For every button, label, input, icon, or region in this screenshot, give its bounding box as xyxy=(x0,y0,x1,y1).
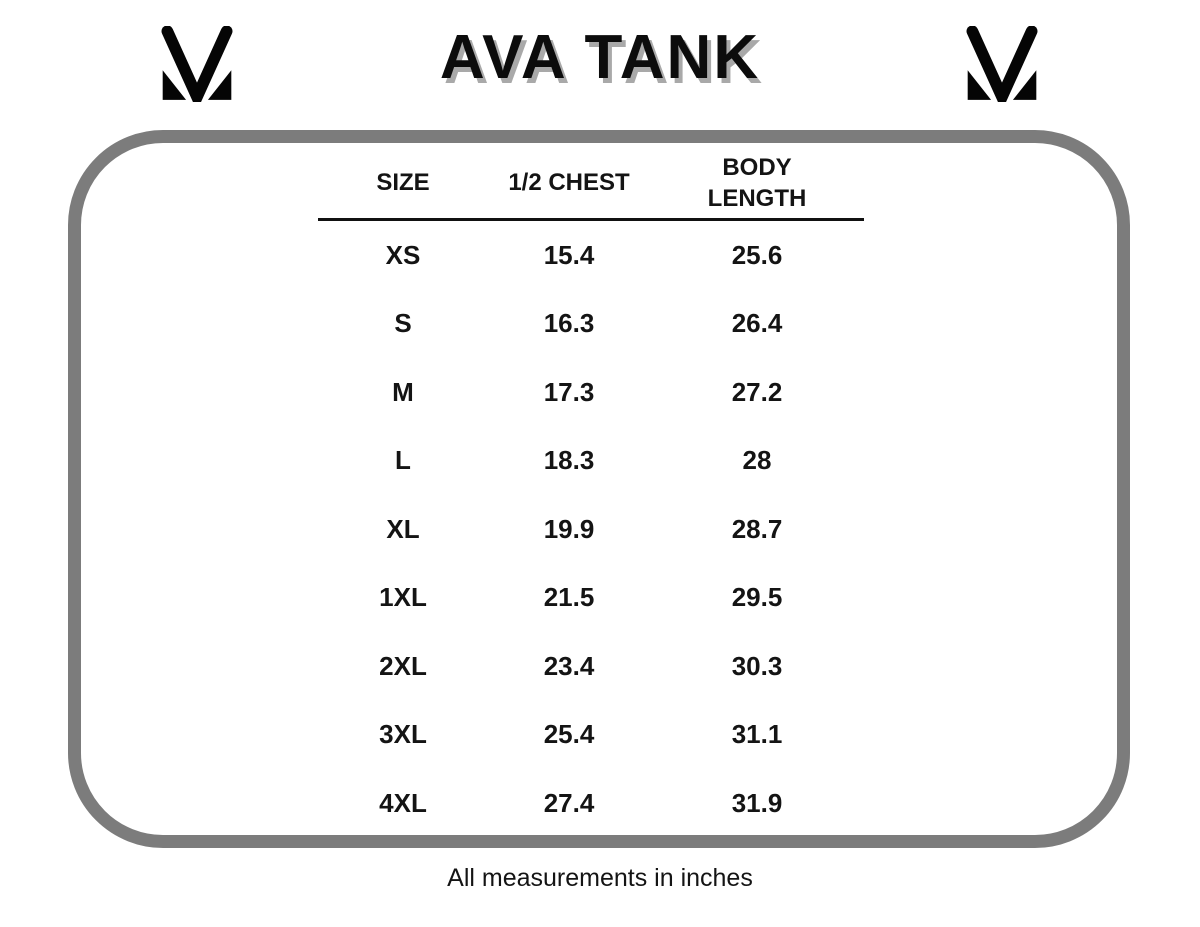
brand-logo-right xyxy=(963,26,1041,102)
chest-cell: 23.4 xyxy=(543,650,595,681)
table-header-row: SIZE 1/2 CHEST BODY LENGTH xyxy=(318,148,864,221)
page-title: AVA TANK xyxy=(439,23,761,92)
chest-cell: 18.3 xyxy=(543,445,595,476)
chest-cell: 16.3 xyxy=(543,308,595,339)
size-cell: 1XL xyxy=(379,582,427,613)
column-header-size: SIZE xyxy=(376,169,430,197)
size-cell: XS xyxy=(385,239,421,270)
table-row: XL 19.9 28.7 xyxy=(318,495,864,564)
body-length-cell: 31.9 xyxy=(731,787,783,818)
table-row: 1XL 21.5 29.5 xyxy=(318,564,864,633)
mv-monogram-icon xyxy=(963,26,1041,102)
mv-monogram-icon xyxy=(158,26,236,102)
table-row: XS 15.4 25.6 xyxy=(318,221,864,290)
column-header-body-length: BODY LENGTH xyxy=(707,153,807,212)
table-row: M 17.3 27.2 xyxy=(318,358,864,427)
chest-cell: 21.5 xyxy=(543,582,595,613)
body-length-cell: 30.3 xyxy=(731,650,783,681)
table-row: 3XL 25.4 31.1 xyxy=(318,701,864,770)
size-cell: S xyxy=(394,308,412,339)
body-length-cell: 29.5 xyxy=(731,582,783,613)
chest-cell: 25.4 xyxy=(543,719,595,750)
chart-frame xyxy=(68,130,1130,848)
size-table: SIZE 1/2 CHEST BODY LENGTH XS 15.4 25.6 … xyxy=(318,148,864,838)
body-length-cell: 28 xyxy=(742,445,772,476)
size-cell: XL xyxy=(386,513,420,544)
chest-cell: 27.4 xyxy=(543,787,595,818)
measurements-note: All measurements in inches xyxy=(447,864,753,892)
column-header-half-chest: 1/2 CHEST xyxy=(508,169,630,197)
size-cell: 3XL xyxy=(379,719,427,750)
table-row: S 16.3 26.4 xyxy=(318,290,864,359)
body-length-cell: 31.1 xyxy=(731,719,783,750)
table-row: 2XL 23.4 30.3 xyxy=(318,632,864,701)
size-cell: M xyxy=(392,376,414,407)
table-row: L 18.3 28 xyxy=(318,427,864,496)
size-cell: L xyxy=(395,445,411,476)
table-row: 4XL 27.4 31.9 xyxy=(318,769,864,838)
size-cell: 2XL xyxy=(379,650,427,681)
body-length-cell: 27.2 xyxy=(731,376,783,407)
chest-cell: 17.3 xyxy=(543,376,595,407)
size-cell: 4XL xyxy=(379,787,427,818)
body-length-cell: 26.4 xyxy=(731,308,783,339)
brand-logo-left xyxy=(158,26,236,102)
body-length-cell: 25.6 xyxy=(731,239,783,270)
chest-cell: 19.9 xyxy=(543,513,595,544)
chest-cell: 15.4 xyxy=(543,239,595,270)
body-length-cell: 28.7 xyxy=(731,513,783,544)
